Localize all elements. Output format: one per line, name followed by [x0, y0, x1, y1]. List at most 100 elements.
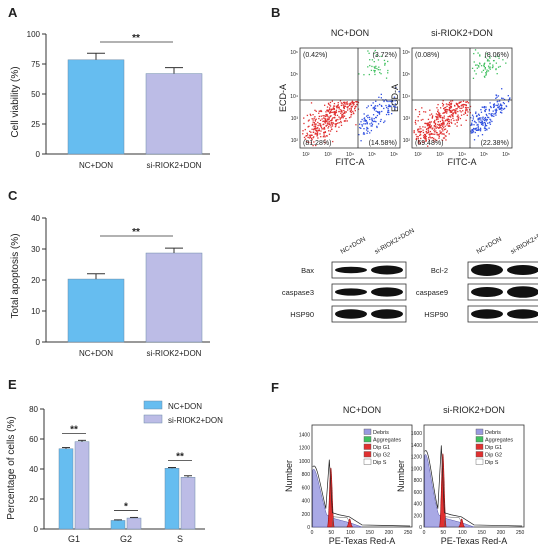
- legend-swatch: [143, 414, 163, 424]
- histogram-xlabel: PE-Texas Red-A: [441, 536, 508, 546]
- y-tick-label: 200: [414, 513, 423, 519]
- y-tick-label: 1400: [411, 443, 422, 449]
- x-tick-label: 100: [346, 530, 355, 536]
- quadrant-lr: (22.38%): [481, 140, 509, 147]
- y-tick-label: 20: [29, 495, 38, 504]
- x-tick-label: 50: [328, 530, 334, 536]
- y-tick-label: 10⁵: [402, 72, 410, 78]
- flow-plot-title: si-RIOK2+DON: [431, 28, 493, 38]
- x-tick-label: 10⁶: [390, 152, 398, 158]
- legend-label: NC+DON: [168, 402, 202, 411]
- y-tick-label: 0: [419, 525, 422, 531]
- x-category-label: S: [177, 534, 183, 544]
- quadrant-lr: (14.58%): [369, 140, 397, 147]
- debris-area: [312, 468, 363, 528]
- panel-label-e: E: [8, 377, 17, 392]
- x-tick-label: 150: [478, 530, 487, 536]
- y-tick-label: 1400: [299, 432, 310, 438]
- bar-nc: [67, 59, 125, 155]
- panel-d-western-blot: NC+DON si-RIOK2+DONBaxcaspase3HSP90NC+DON…: [282, 227, 538, 323]
- y-tick-label: 10⁵: [290, 72, 298, 78]
- sig-mark: **: [176, 452, 184, 463]
- quadrant-ll: (81.28%): [303, 140, 331, 147]
- legend-swatch: [143, 400, 163, 410]
- panel-label-f: F: [271, 380, 279, 395]
- y-tick-label: 1200: [299, 446, 310, 452]
- legend-label: Dip S: [485, 460, 499, 466]
- y-tick-label: 10⁶: [290, 50, 298, 56]
- blot-label: caspase3: [282, 288, 314, 297]
- legend-label: Debris: [485, 430, 501, 436]
- y-tick-label: 0: [36, 338, 41, 347]
- blot-group-right: NC+DON si-RIOK2+DON Bcl-2 caspase9 HSP90: [416, 227, 538, 323]
- y-tick-label: 75: [31, 60, 40, 69]
- y-tick-label: 1000: [411, 466, 422, 472]
- x-tick-label: 10³: [324, 152, 332, 158]
- sig-mark: **: [70, 424, 78, 435]
- panel-c-chart: Total apoptosis (%) 0 10 20 30 40 ** NC+DON s…: [10, 214, 210, 358]
- legend-label: Dip G2: [373, 453, 390, 459]
- blot-band: [507, 286, 538, 298]
- legend-label: Dip G1: [373, 445, 390, 451]
- bar-s-nc: [164, 468, 180, 530]
- x-category-label: si-RIOK2+DON: [147, 161, 202, 170]
- y-tick-label: 800: [414, 478, 423, 484]
- blot-band: [507, 265, 538, 275]
- legend-swatch: [363, 451, 372, 458]
- histogram-ylabel: Number: [396, 460, 406, 492]
- legend-swatch: [475, 443, 484, 450]
- legend-swatch: [363, 458, 372, 465]
- x-tick-label: 10⁶: [502, 152, 510, 158]
- x-category-label: G2: [120, 534, 132, 544]
- quadrant-ul: (0.08%): [415, 52, 440, 59]
- bar-si: [145, 73, 203, 155]
- legend-swatch: [363, 443, 372, 450]
- lane-label: si-RIOK2+DON: [510, 227, 538, 256]
- y-tick-label: 30: [31, 245, 40, 254]
- x-tick-label: 10²: [302, 152, 310, 158]
- panel-label-c: C: [8, 188, 18, 203]
- x-tick-label: 50: [440, 530, 446, 536]
- blot-label: caspase9: [416, 288, 448, 297]
- y-tick-label: 800: [302, 472, 311, 478]
- blot-band: [371, 309, 403, 319]
- y-tick-label: 50: [31, 90, 40, 99]
- legend-label: Debris: [373, 430, 389, 436]
- debris-area: [424, 454, 475, 528]
- flow-ylabel: ECD-A: [390, 84, 400, 112]
- y-tick-label: 1000: [299, 459, 310, 465]
- blot-band: [471, 287, 503, 297]
- blot-band: [335, 288, 367, 296]
- bar-g2-si: [126, 517, 142, 530]
- panel-label-b: B: [271, 5, 281, 20]
- y-tick-label: 0: [307, 525, 310, 531]
- c-ylabel: Total apoptosis (%): [10, 233, 21, 318]
- blot-band: [371, 287, 403, 297]
- g2-peak: [346, 518, 353, 528]
- legend-swatch: [475, 428, 484, 435]
- panel-a-chart: Cell viability (%) 0 25 50 75 100 ** NC+DON s…: [10, 30, 210, 170]
- blot-band: [471, 264, 503, 276]
- flow-plot-2: si-RIOK2+DON (0.08%) (8.06%) (69.48%) (22.38…: [390, 28, 513, 167]
- y-tick-label: 600: [302, 485, 311, 491]
- y-tick-label: 400: [414, 502, 423, 508]
- quadrant-ul: (0.42%): [303, 52, 328, 59]
- bar-s-si: [180, 477, 196, 530]
- x-tick-label: 10⁵: [368, 152, 376, 158]
- x-tick-label: 0: [423, 530, 426, 536]
- y-tick-label: 25: [31, 120, 40, 129]
- panel-b-flow: NC+DON (0.42%) (3.72%) (81.28%) (14.58%) 10² 1…: [278, 28, 513, 167]
- x-tick-label: 10⁵: [480, 152, 488, 158]
- quadrant-ur: (3.72%): [372, 52, 397, 59]
- histogram-ylabel: Number: [284, 460, 294, 492]
- y-tick-label: 10: [31, 307, 40, 316]
- blot-band: [335, 309, 367, 319]
- x-tick-label: 10⁴: [346, 152, 354, 158]
- flow-ylabel: ECD-A: [278, 84, 288, 112]
- x-category-label: G1: [68, 534, 80, 544]
- x-tick-label: 250: [404, 530, 413, 536]
